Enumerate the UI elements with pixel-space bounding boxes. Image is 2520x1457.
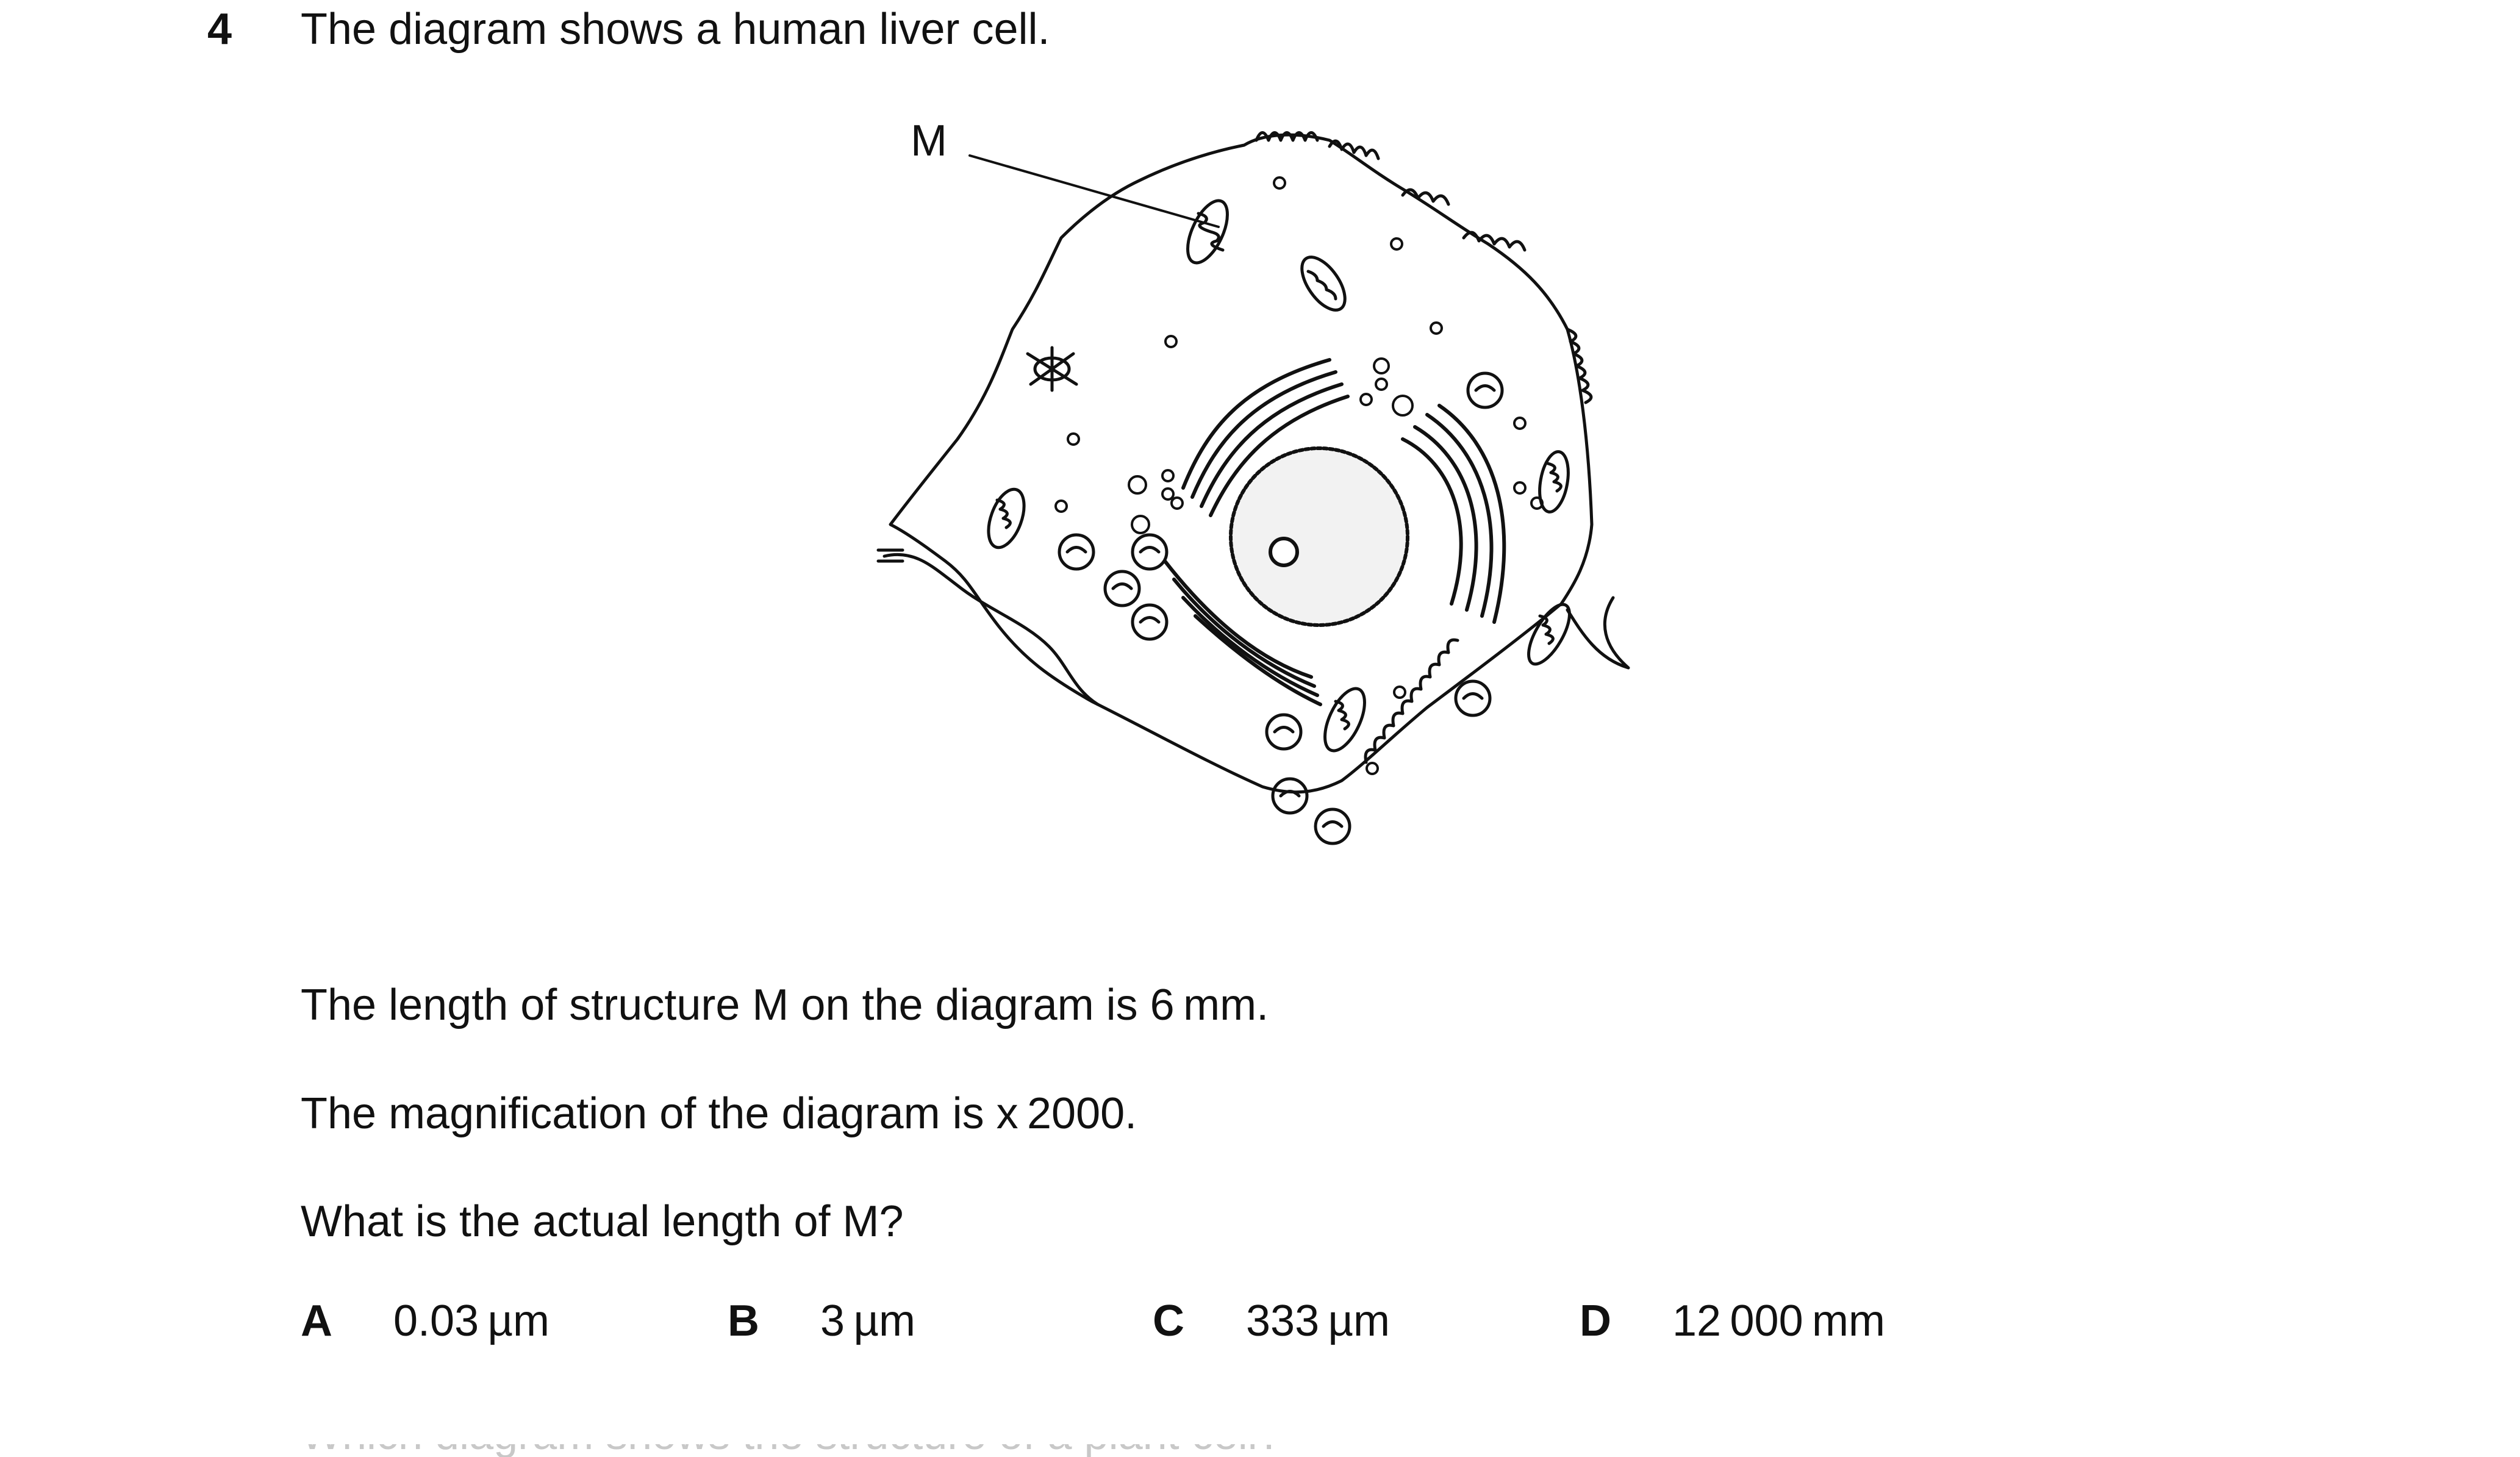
option-b-letter[interactable]: B bbox=[728, 1297, 759, 1345]
statement-length: The length of structure M on the diagram… bbox=[301, 981, 1269, 1029]
option-d-letter[interactable]: D bbox=[1580, 1297, 1611, 1345]
question-intro: The diagram shows a human liver cell. bbox=[301, 5, 1050, 54]
statement-magnification: The magnification of the diagram is x 20… bbox=[301, 1089, 1137, 1138]
right-extension bbox=[1566, 596, 1630, 670]
golgi-apparatus bbox=[1181, 358, 1350, 517]
option-c-letter[interactable]: C bbox=[1153, 1297, 1184, 1345]
mitochondria bbox=[987, 199, 1571, 753]
cell-membrane-inner bbox=[882, 553, 1100, 706]
microvilli-bottom bbox=[1364, 638, 1459, 764]
desmosome bbox=[1026, 346, 1078, 392]
label-m: M bbox=[911, 116, 947, 165]
round-mitochondria bbox=[1058, 371, 1504, 845]
option-b-value[interactable]: 3 µm bbox=[820, 1297, 915, 1345]
option-a-value[interactable]: 0.03 µm bbox=[393, 1297, 550, 1345]
statement-question: What is the actual length of M? bbox=[301, 1197, 904, 1246]
label-line bbox=[968, 154, 1220, 228]
microvilli-top bbox=[1255, 131, 1527, 252]
vesicles bbox=[1054, 176, 1544, 775]
question-number: 4 bbox=[207, 5, 232, 54]
rough-er-left bbox=[1163, 559, 1322, 706]
next-question-partial: Which diagram shows the structure of a p… bbox=[301, 1444, 2252, 1457]
cell-membrane bbox=[889, 133, 1594, 794]
rough-er-right bbox=[1401, 404, 1506, 624]
option-d-value[interactable]: 12 000 mm bbox=[1672, 1297, 1885, 1345]
nucleus bbox=[1229, 446, 1409, 627]
option-a-letter[interactable]: A bbox=[301, 1297, 332, 1345]
nucleolus bbox=[1269, 537, 1299, 567]
microvilli-right bbox=[1566, 328, 1593, 404]
liver-cell-diagram bbox=[876, 131, 1630, 845]
option-c-value[interactable]: 333 µm bbox=[1246, 1297, 1391, 1345]
membrane-notch bbox=[876, 548, 904, 563]
